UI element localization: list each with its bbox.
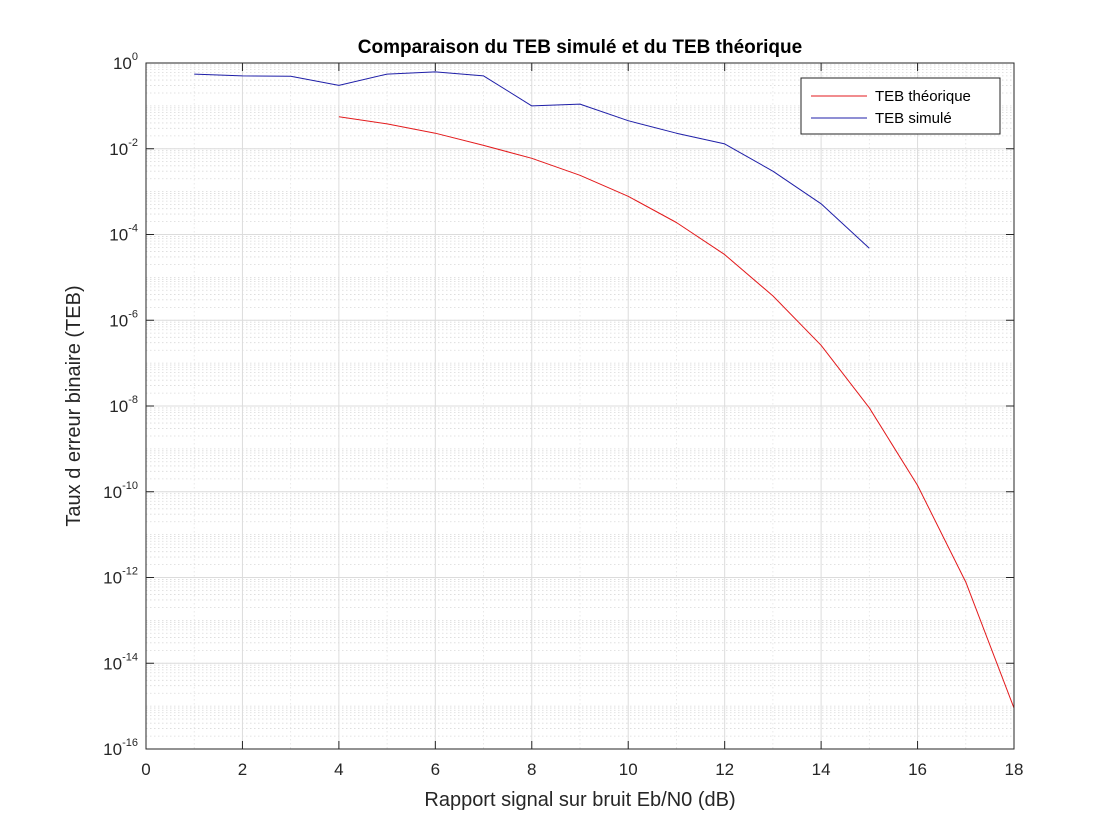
y-tick-label: 10-6	[109, 308, 138, 330]
legend-box	[800, 77, 1001, 135]
y-tick-label: 10-10	[103, 480, 138, 502]
x-tick-label: 18	[1005, 760, 1024, 779]
legend: TEB théorique TEB simulé	[800, 77, 1001, 135]
x-tick-label: 10	[619, 760, 638, 779]
series-line-theorique	[338, 116, 1015, 709]
ticks	[145, 62, 1015, 750]
y-tick-label: 10-8	[109, 394, 138, 416]
series-layer	[194, 71, 1015, 709]
tick-labels: 0 2 4 6 8 10 12 14 16 18 100 10-2 10-4 10-6 10-8 10-10 1…	[103, 51, 1023, 779]
y-tick-label: 10-14	[103, 651, 138, 673]
minor-grid	[146, 62, 1014, 749]
x-axis-label: Rapport signal sur bruit Eb/N0 (dB)	[424, 789, 735, 811]
y-tick-label: 10-12	[103, 566, 138, 588]
y-tick-label: 10-4	[109, 223, 138, 245]
y-tick-label: 100	[113, 51, 138, 73]
x-tick-label: 12	[715, 760, 734, 779]
chart-title: Comparaison du TEB simulé et du TEB théo…	[358, 37, 802, 58]
x-tick-label: 14	[812, 760, 831, 779]
x-tick-label: 8	[527, 760, 536, 779]
legend-label: TEB simulé	[875, 110, 952, 127]
major-grid	[145, 62, 1015, 750]
x-tick-label: 2	[238, 760, 247, 779]
x-tick-label: 16	[908, 760, 927, 779]
x-tick-label: 6	[431, 760, 440, 779]
series-line-simule	[194, 71, 870, 249]
x-tick-label: 0	[141, 760, 150, 779]
y-axis-label: Taux d erreur binaire (TEB)	[63, 285, 85, 526]
legend-label: TEB théorique	[875, 88, 971, 105]
y-tick-label: 10-16	[103, 737, 138, 759]
y-tick-label: 10-2	[109, 137, 138, 159]
x-tick-label: 4	[334, 760, 343, 779]
